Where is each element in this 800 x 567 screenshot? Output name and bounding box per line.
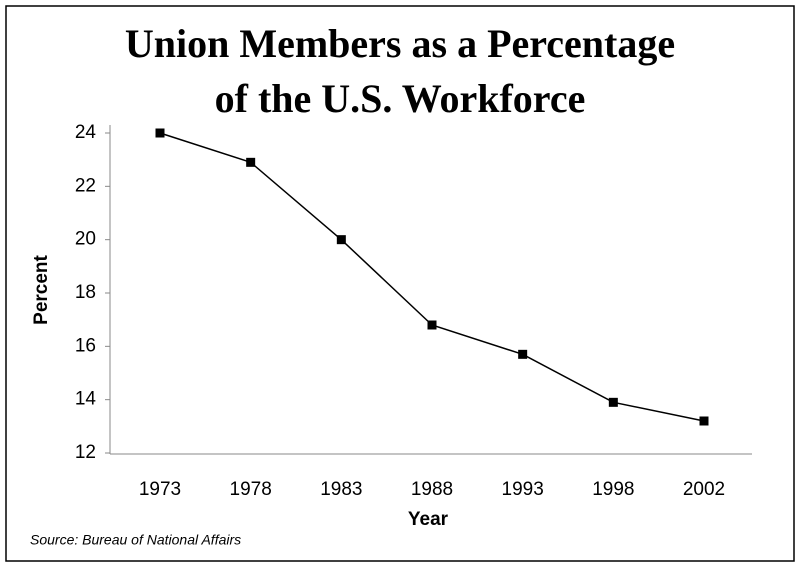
data-point: [427, 320, 437, 330]
data-point: [699, 416, 709, 426]
x-tick-label: 2002: [683, 479, 725, 500]
x-tick-label: 1973: [139, 479, 181, 500]
data-point: [608, 397, 618, 407]
x-tick-label: 1988: [411, 479, 453, 500]
data-point: [155, 128, 165, 138]
y-axis-label: Percent: [31, 254, 52, 324]
frame: [5, 5, 795, 562]
data-point: [518, 349, 528, 359]
chart-title: of the U.S. Workforce: [215, 76, 586, 121]
data-point: [246, 157, 256, 167]
y-tick-label: 16: [75, 335, 96, 356]
x-tick-label: 1993: [502, 479, 544, 500]
y-tick-label: 14: [75, 389, 97, 410]
y-tick-label: 22: [75, 175, 96, 196]
chart-title: Union Members as a Percentage: [125, 21, 675, 66]
y-tick-label: 24: [75, 122, 97, 143]
source-note: Source: Bureau of National Affairs: [30, 532, 241, 548]
x-tick-label: 1983: [320, 479, 362, 500]
y-tick-label: 18: [75, 282, 96, 303]
x-axis-label: Year: [408, 509, 449, 530]
y-tick-label: 20: [75, 229, 96, 250]
data-point: [336, 235, 346, 245]
x-tick-label: 1998: [592, 479, 634, 500]
y-tick-label: 12: [75, 442, 96, 463]
x-tick-label: 1978: [230, 479, 272, 500]
